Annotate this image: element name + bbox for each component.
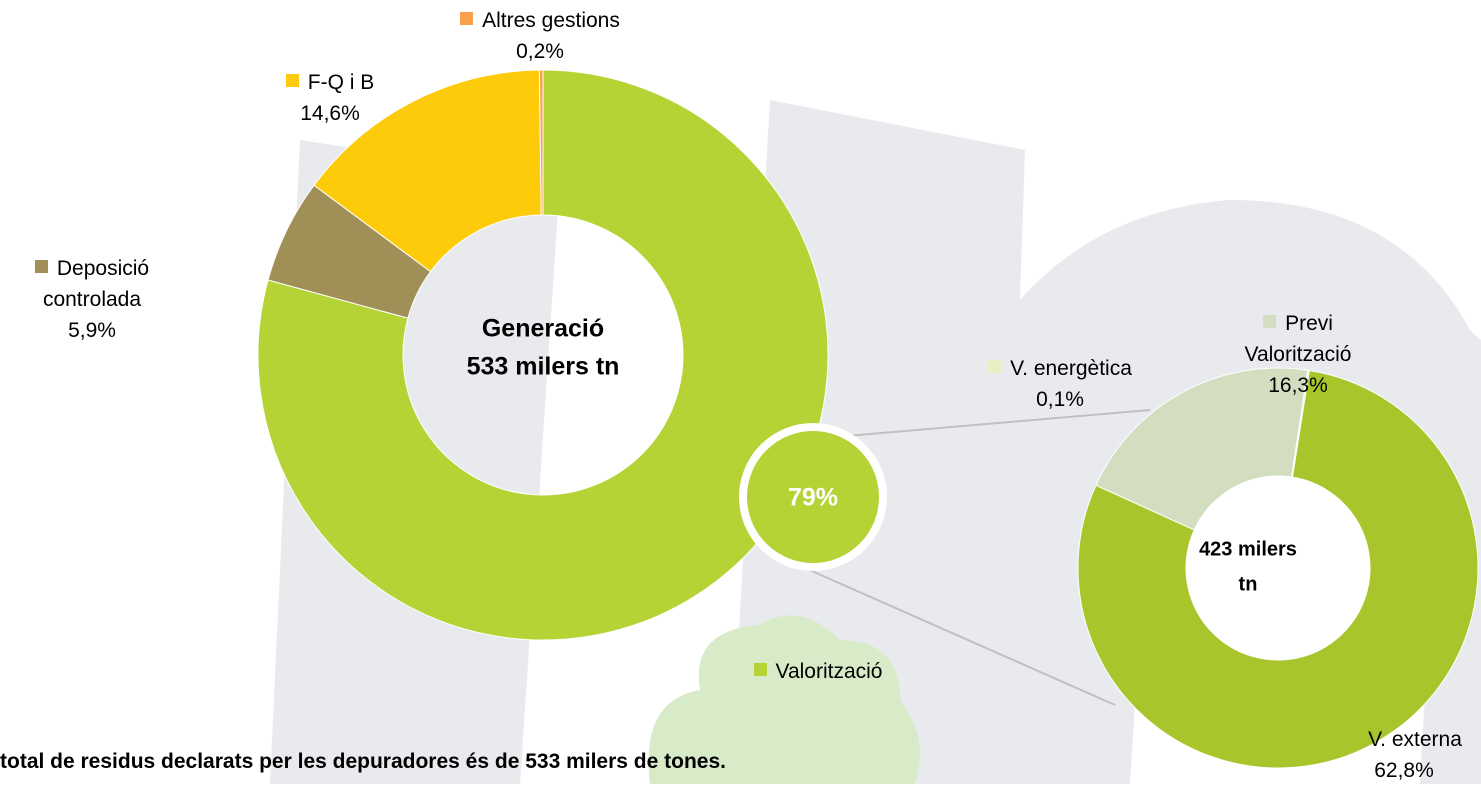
legend-item: F-Q i B 14,6% [270, 67, 390, 129]
value-label: 0,2% [516, 40, 564, 63]
legend-label: Valorització [776, 660, 883, 683]
footnote: total de residus declarats per les depur… [0, 750, 726, 774]
legend-label: Altres gestions [482, 9, 620, 32]
legend-swatch [286, 74, 299, 87]
value-label: 5,9% [68, 319, 116, 342]
legend-swatch [460, 12, 473, 25]
legend-label: Previ Valorització [1245, 312, 1352, 366]
legend-label: Deposició controlada [43, 257, 149, 311]
value-label: 14,6% [300, 102, 360, 125]
legend-swatch [1263, 315, 1276, 328]
legend-label: V. energètica [1010, 357, 1132, 380]
legend-item: Altres gestions 0,2% [430, 5, 650, 67]
center-label: tn [1239, 573, 1258, 595]
page: {"chart_data": [ {"type": "donut", "cent… [0, 0, 1481, 784]
legend-label: V. externa [1368, 728, 1462, 751]
legend-swatch [988, 360, 1001, 373]
value-label: 79% [788, 484, 838, 512]
legend-item: V. energètica 0,1% [965, 353, 1155, 415]
legend-swatch [35, 260, 48, 273]
legend-swatch [1346, 731, 1359, 744]
legend-item: Deposició controlada 5,9% [17, 253, 167, 346]
center-label: 533 milers tn [467, 353, 620, 381]
legend-item: V. externa 62,8% [1329, 724, 1479, 786]
legend-item: Previ Valorització 16,3% [1213, 308, 1383, 401]
legend-swatch [754, 663, 767, 676]
legend-label: F-Q i B [308, 71, 375, 94]
center-label: Generació [482, 315, 604, 343]
value-label: 62,8% [1374, 759, 1434, 782]
value-label: 0,1% [1036, 388, 1084, 411]
value-label: 16,3% [1268, 374, 1328, 397]
legend-item: Valorització [718, 656, 918, 687]
center-label: 423 milers [1199, 538, 1297, 560]
